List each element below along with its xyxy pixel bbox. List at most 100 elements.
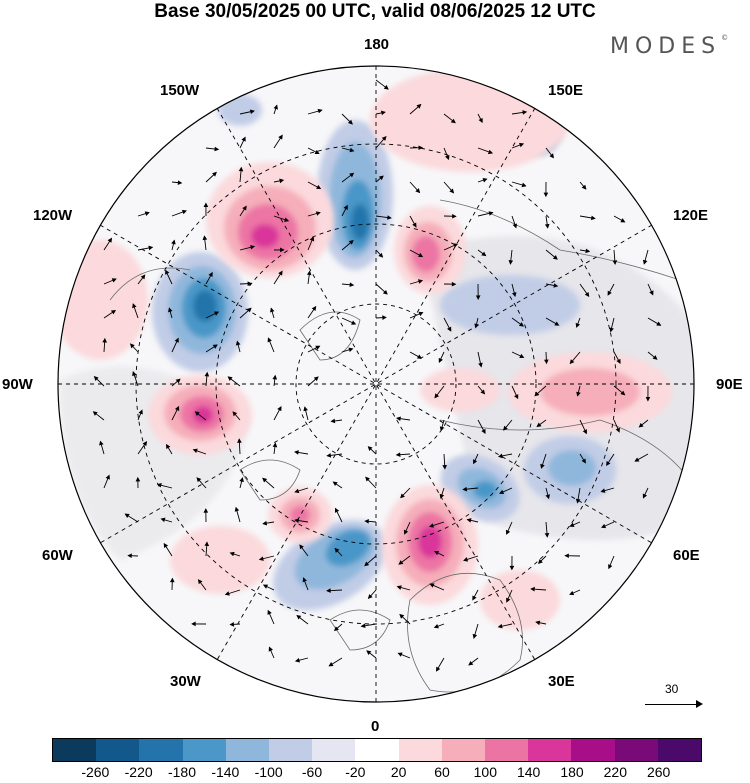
lon-label-30e: 30E <box>548 673 575 690</box>
wind-vector-head <box>519 353 525 358</box>
wind-vector-head <box>278 270 283 276</box>
wind-vector-head <box>105 474 110 480</box>
colorbar-cell <box>182 739 226 761</box>
wind-vector-head <box>506 597 511 603</box>
wind-vector-head <box>439 493 445 499</box>
wind-vector-head <box>634 457 640 462</box>
wind-vector-head <box>212 344 218 349</box>
colorbar-tick-label: 60 <box>434 764 450 780</box>
wind-vector-head <box>438 357 443 364</box>
lon-label-150e: 150E <box>548 82 584 99</box>
wind-vector-head <box>638 422 644 428</box>
wind-vector-head <box>656 321 662 326</box>
wind-vector-head <box>447 326 452 332</box>
wind-vector-head <box>544 532 550 538</box>
wind-vector-head <box>262 584 269 589</box>
wind-vector-head <box>166 443 171 449</box>
wind-vector-head <box>174 337 179 343</box>
wind-vector-head <box>349 172 355 178</box>
wind-vector-head <box>616 358 621 364</box>
wind-vector-head <box>466 518 472 523</box>
wind-vector-head <box>378 175 384 181</box>
wind-vector-head <box>608 564 613 570</box>
wind-vector-head <box>536 422 542 428</box>
wind-vector-head <box>497 453 503 459</box>
wind-vector-head <box>277 406 282 412</box>
wind-vector-head <box>452 213 457 219</box>
wind-vector-head <box>197 579 203 585</box>
wind-vector-head <box>429 583 435 588</box>
wind-vector-head <box>418 252 424 258</box>
colorbar-tick-label: -140 <box>211 764 240 780</box>
map-title: Base 30/05/2025 00 UTC, valid 08/06/2025… <box>154 1 596 22</box>
colorbar-cell <box>139 739 183 761</box>
colorbar-cell <box>96 739 140 761</box>
wind-vector-head <box>192 448 198 454</box>
colorbar-tick-label: -260 <box>81 764 110 780</box>
wind-vector-head <box>204 541 210 547</box>
wind-vector-head <box>241 136 246 142</box>
wind-vector-head <box>138 409 143 415</box>
wind-vector-head <box>347 119 353 125</box>
wind-vector-head <box>463 557 469 562</box>
wind-vector-head <box>330 418 336 424</box>
wind-vector-head <box>462 486 468 492</box>
wind-vector-head <box>521 182 527 188</box>
colorbar-tick-label: 220 <box>603 764 628 780</box>
wind-vector-head <box>569 359 575 365</box>
wind-vector-head <box>482 178 488 183</box>
wind-vector-head <box>349 282 355 287</box>
wind-vector-head <box>272 374 278 380</box>
wind-vectors <box>92 79 662 672</box>
wind-vector-head <box>194 411 200 416</box>
wind-vector-head <box>364 518 369 524</box>
wind-vector-head <box>99 440 104 446</box>
wind-vector-head <box>239 477 244 483</box>
wind-vector-head <box>428 523 434 528</box>
wind-vector-head <box>111 278 117 283</box>
wind-vector-head <box>268 646 273 652</box>
reference-vector-value: 30 <box>665 682 679 696</box>
wind-vector-head <box>606 460 611 467</box>
colorbar-tick-label: 20 <box>390 764 407 780</box>
wind-vector-head <box>238 166 244 172</box>
lon-label-60e: 60E <box>673 547 700 564</box>
colorbar-tick-label: -100 <box>254 764 283 780</box>
wind-vector-head <box>503 425 508 431</box>
wind-vector-head <box>540 463 545 469</box>
wind-vector-head <box>348 347 354 353</box>
colorbar-cell <box>441 739 486 761</box>
lon-label-120e: 120E <box>673 207 709 224</box>
wind-vector-head <box>93 375 99 381</box>
wind-vector-head <box>434 393 440 399</box>
wind-vector-head <box>129 343 135 349</box>
wind-vector-head <box>280 247 285 253</box>
wind-vector-head <box>168 307 173 313</box>
wind-vector-head <box>435 666 441 672</box>
wind-vector-head <box>235 340 241 346</box>
wind-vector-head <box>600 523 607 529</box>
wind-vector-head <box>171 239 176 245</box>
lon-label-180: 180 <box>364 36 390 53</box>
wind-vector-head <box>380 110 386 116</box>
wind-vector-head <box>480 389 486 395</box>
wind-vector-head <box>519 142 525 148</box>
wind-vector-head <box>649 290 654 296</box>
wind-vector-head <box>334 507 340 513</box>
wind-vector-head <box>612 260 618 265</box>
wind-vector-head <box>169 577 175 583</box>
wind-vector-head <box>132 371 137 377</box>
modes-logo: MODES© <box>610 34 728 59</box>
wind-vector-head <box>397 652 403 657</box>
wind-vector-head <box>472 595 477 601</box>
colorbar <box>52 738 702 762</box>
wind-vector-head <box>545 494 550 500</box>
wind-vector-head <box>148 245 154 251</box>
wind-vector-head <box>177 180 183 185</box>
wind-vector-head <box>522 110 528 115</box>
wind-vector-head <box>196 477 202 483</box>
wind-vector-head <box>575 498 581 504</box>
wind-vector-head <box>481 251 487 257</box>
lon-label-0: 0 <box>371 718 380 735</box>
wind-vector-head <box>314 149 320 154</box>
